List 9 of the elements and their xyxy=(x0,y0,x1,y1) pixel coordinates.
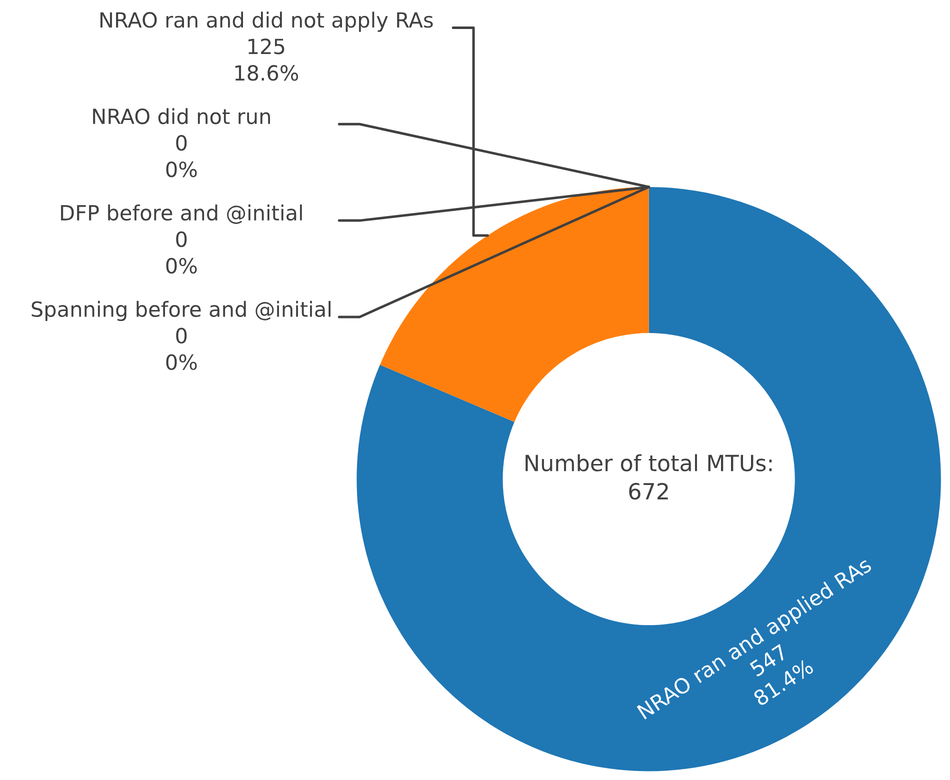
text: Number of total MTUs: 672 xyxy=(526,454,772,500)
slice-label: NRAO ran and did not apply RAs xyxy=(100,12,433,32)
text: 0 0% xyxy=(166,328,197,370)
text: 0 0% xyxy=(166,231,197,274)
category-label: NRAO did not run xyxy=(93,108,270,124)
category-label: Spanning before and @initial xyxy=(32,300,330,322)
category-label: DFP before and @initial xyxy=(61,204,302,224)
data-label: 125 18.6% xyxy=(235,38,298,81)
text: 0 0% xyxy=(166,134,197,178)
